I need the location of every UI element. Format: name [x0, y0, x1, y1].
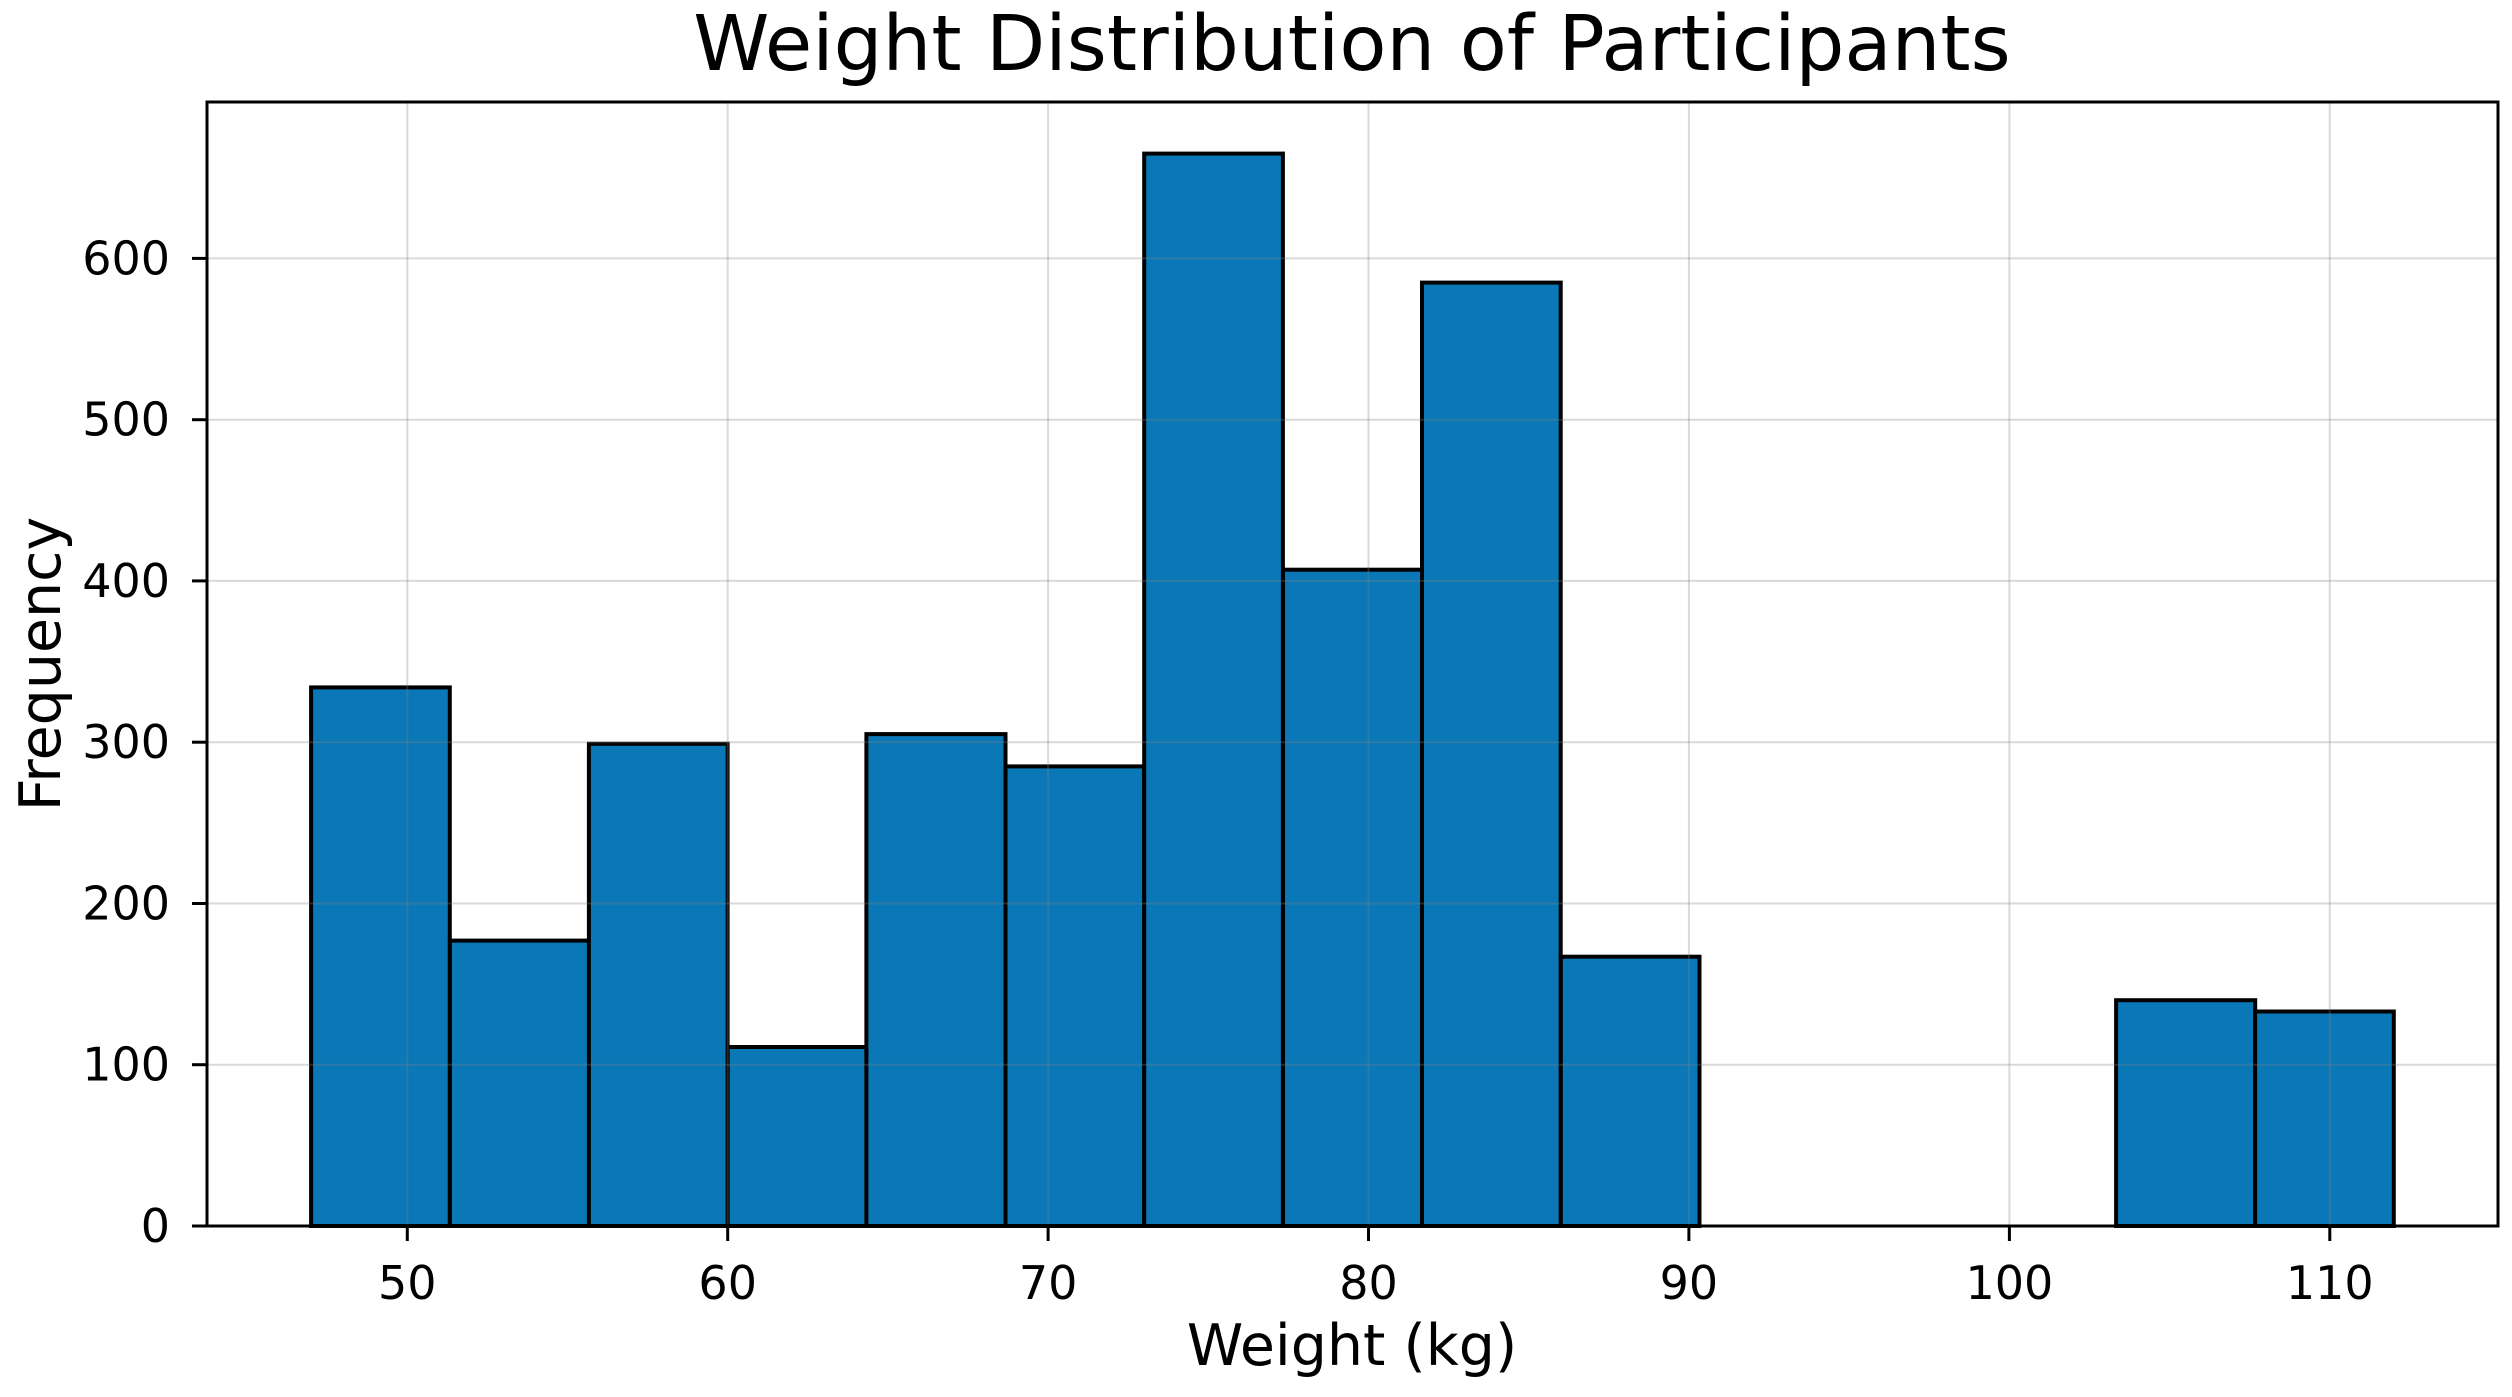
histogram-bar — [1420, 280, 1563, 1229]
histogram-bar — [1003, 764, 1147, 1229]
x-tick-label: 110 — [2286, 1256, 2374, 1310]
histogram-bar — [725, 1045, 869, 1228]
histogram-bar — [309, 685, 452, 1228]
x-tick-label: 70 — [1019, 1256, 1078, 1310]
y-tick-label: 0 — [141, 1199, 170, 1253]
gridlines-group — [207, 102, 2498, 1226]
histogram-bar — [447, 938, 591, 1228]
plot-border — [205, 100, 2500, 1228]
histogram-bar — [864, 732, 1008, 1228]
histogram-bar — [2253, 1009, 2396, 1228]
x-tick-label: 90 — [1660, 1256, 1719, 1310]
histogram-bar — [2114, 998, 2258, 1229]
tick-labels-group: 50 60 70 80 90 100 110 0 100 200 300 400 500 600 — [82, 231, 2374, 1310]
x-tick-label: 60 — [698, 1256, 757, 1310]
tick-marks-group — [192, 256, 2332, 1241]
y-tick-label: 500 — [82, 393, 170, 447]
y-tick-label: 200 — [82, 877, 170, 931]
histogram-bar — [1281, 567, 1425, 1228]
y-tick-label: 400 — [82, 554, 170, 608]
x-tick-label: 50 — [378, 1256, 437, 1310]
chart-title: Weight Distribution of Participants — [693, 0, 2010, 89]
y-axis-label: Frequency — [8, 517, 74, 811]
histogram-bar — [1558, 954, 1702, 1228]
x-tick-label: 80 — [1339, 1256, 1398, 1310]
y-tick-label: 600 — [82, 231, 170, 285]
y-tick-label: 300 — [82, 715, 170, 769]
x-tick-label: 100 — [1965, 1256, 2053, 1310]
y-tick-label: 100 — [82, 1038, 170, 1092]
bars-group — [309, 151, 2396, 1229]
histogram-bar — [586, 741, 730, 1228]
x-axis-label: Weight (kg) — [1187, 1313, 1517, 1379]
